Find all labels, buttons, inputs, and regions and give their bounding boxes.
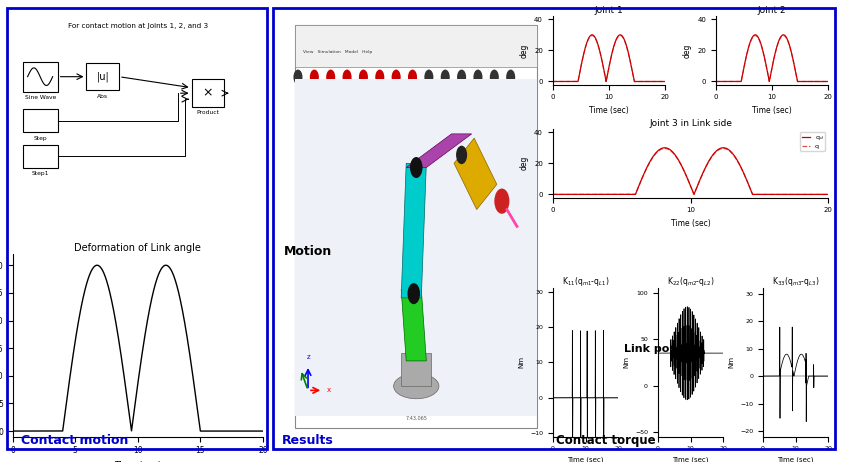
Circle shape: [457, 70, 466, 85]
FancyBboxPatch shape: [23, 145, 58, 168]
Title: K$_{22}$(q$_{m2}$-q$_{L2}$): K$_{22}$(q$_{m2}$-q$_{L2}$): [667, 275, 714, 288]
q: [815, 192, 825, 197]
Text: Abs: Abs: [98, 94, 108, 99]
Circle shape: [473, 70, 483, 85]
Text: x: x: [327, 388, 331, 394]
X-axis label: Time (sec): Time (sec): [752, 106, 792, 115]
q: [823, 192, 833, 197]
q$_d$: [748, 192, 758, 197]
Y-axis label: deg: deg: [520, 156, 528, 170]
Text: Step: Step: [34, 136, 47, 141]
FancyBboxPatch shape: [87, 63, 119, 91]
Circle shape: [375, 70, 384, 85]
X-axis label: Time (sec): Time (sec): [672, 457, 709, 462]
FancyBboxPatch shape: [23, 109, 58, 133]
q$_d$: [664, 146, 674, 152]
q: [679, 168, 689, 173]
q$_d$: [823, 192, 833, 197]
Y-axis label: deg: deg: [683, 43, 691, 58]
Text: |u|: |u|: [97, 72, 109, 82]
Text: Motion: Motion: [283, 245, 331, 258]
Legend: q$_d$, q: q$_d$, q: [800, 132, 825, 151]
q$_d$: [718, 145, 728, 151]
Ellipse shape: [394, 373, 439, 399]
q$_d$: [815, 192, 825, 197]
X-axis label: Time (sec): Time (sec): [777, 457, 814, 462]
Text: 7:43.065: 7:43.065: [405, 416, 427, 421]
Y-axis label: Nm: Nm: [623, 356, 629, 368]
X-axis label: Time (sec): Time (sec): [670, 219, 711, 228]
Title: Joint 1: Joint 1: [595, 6, 623, 15]
Circle shape: [359, 70, 368, 85]
Circle shape: [456, 146, 467, 164]
q$_d$: [801, 192, 812, 197]
Polygon shape: [401, 289, 426, 361]
q: [801, 192, 812, 197]
Text: View   Simulation   Model   Help: View Simulation Model Help: [303, 50, 373, 54]
q: [748, 192, 758, 197]
Polygon shape: [454, 138, 497, 210]
Text: ×: ×: [203, 87, 213, 100]
Polygon shape: [401, 164, 426, 298]
Circle shape: [506, 70, 516, 85]
Circle shape: [294, 70, 303, 85]
q: [547, 192, 558, 197]
Y-axis label: Nm: Nm: [518, 356, 525, 368]
Circle shape: [441, 70, 450, 85]
Circle shape: [408, 283, 420, 304]
Title: Joint 3 in Link side: Joint 3 in Link side: [649, 119, 732, 128]
Circle shape: [392, 70, 400, 85]
Circle shape: [326, 70, 336, 85]
Circle shape: [489, 70, 499, 85]
Line: q$_d$: q$_d$: [553, 148, 828, 195]
Title: Deformation of Link angle: Deformation of Link angle: [74, 243, 201, 253]
Circle shape: [425, 70, 433, 85]
Text: Link position: Link position: [624, 344, 705, 354]
Text: Contact motion: Contact motion: [21, 434, 129, 447]
Y-axis label: deg: deg: [520, 43, 528, 58]
Text: For contact motion at Joints 1, 2, and 3: For contact motion at Joints 1, 2, and 3: [67, 23, 208, 29]
X-axis label: Time (sec): Time (sec): [589, 106, 629, 115]
Title: Joint 2: Joint 2: [758, 6, 786, 15]
Text: Sine Wave: Sine Wave: [24, 95, 56, 100]
Text: Contact torque: Contact torque: [556, 434, 655, 447]
q: [718, 146, 728, 151]
Text: Step1: Step1: [31, 171, 49, 176]
Bar: [401, 353, 431, 386]
FancyBboxPatch shape: [23, 61, 58, 92]
q: [666, 148, 676, 153]
Text: Product: Product: [196, 110, 220, 115]
q: [664, 146, 674, 152]
Title: K$_{11}$(q$_{m1}$-q$_{L1}$): K$_{11}$(q$_{m1}$-q$_{L1}$): [562, 275, 609, 288]
Circle shape: [410, 157, 422, 178]
Y-axis label: Nm: Nm: [728, 356, 734, 368]
Text: z: z: [307, 354, 310, 360]
Polygon shape: [406, 134, 472, 168]
Circle shape: [408, 70, 417, 85]
X-axis label: Time (sec): Time (sec): [114, 461, 161, 462]
Circle shape: [309, 70, 319, 85]
Line: q: q: [553, 148, 828, 195]
Bar: [295, 79, 537, 416]
Circle shape: [495, 188, 510, 214]
Text: Results: Results: [282, 434, 334, 447]
q$_d$: [547, 192, 558, 197]
FancyBboxPatch shape: [192, 79, 224, 107]
Bar: [295, 24, 537, 67]
q$_d$: [666, 147, 676, 153]
X-axis label: Time (sec): Time (sec): [568, 457, 604, 462]
q$_d$: [679, 167, 689, 173]
Circle shape: [342, 70, 352, 85]
Title: K$_{33}$(q$_{m3}$-q$_{L3}$): K$_{33}$(q$_{m3}$-q$_{L3}$): [772, 275, 819, 288]
